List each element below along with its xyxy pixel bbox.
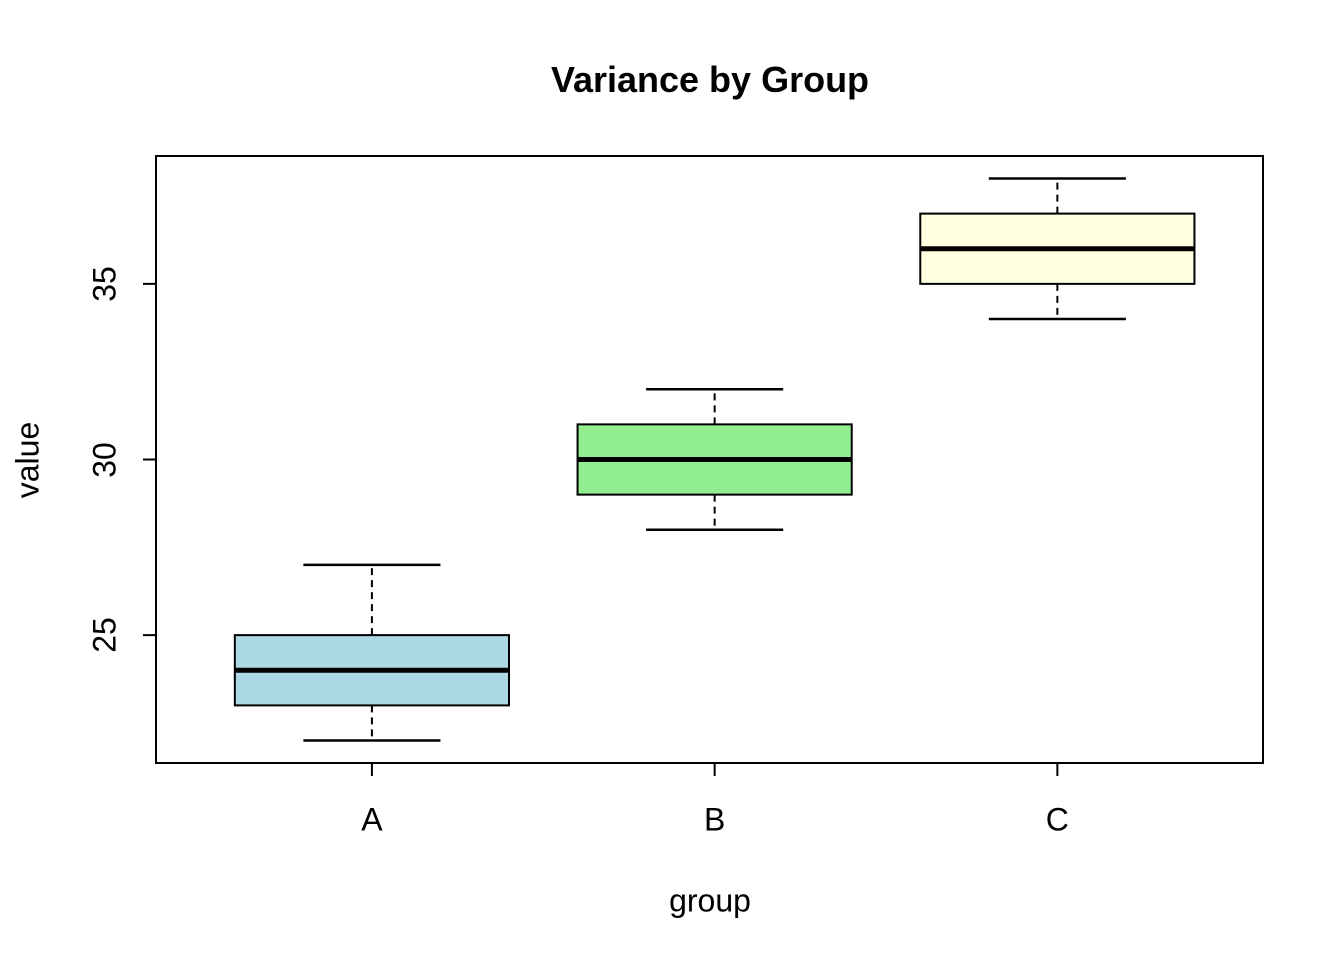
x-tick-label-B: B xyxy=(703,801,726,838)
x-tick-label-A: A xyxy=(361,801,383,838)
x-tick-label-C: C xyxy=(1045,801,1069,838)
y-tick-label-35: 35 xyxy=(86,266,123,302)
y-tick-label-30: 30 xyxy=(86,441,123,478)
y-tick-label-25: 25 xyxy=(86,617,123,653)
chart-title: Variance by Group xyxy=(550,59,870,100)
x-axis-label: group xyxy=(669,882,751,919)
